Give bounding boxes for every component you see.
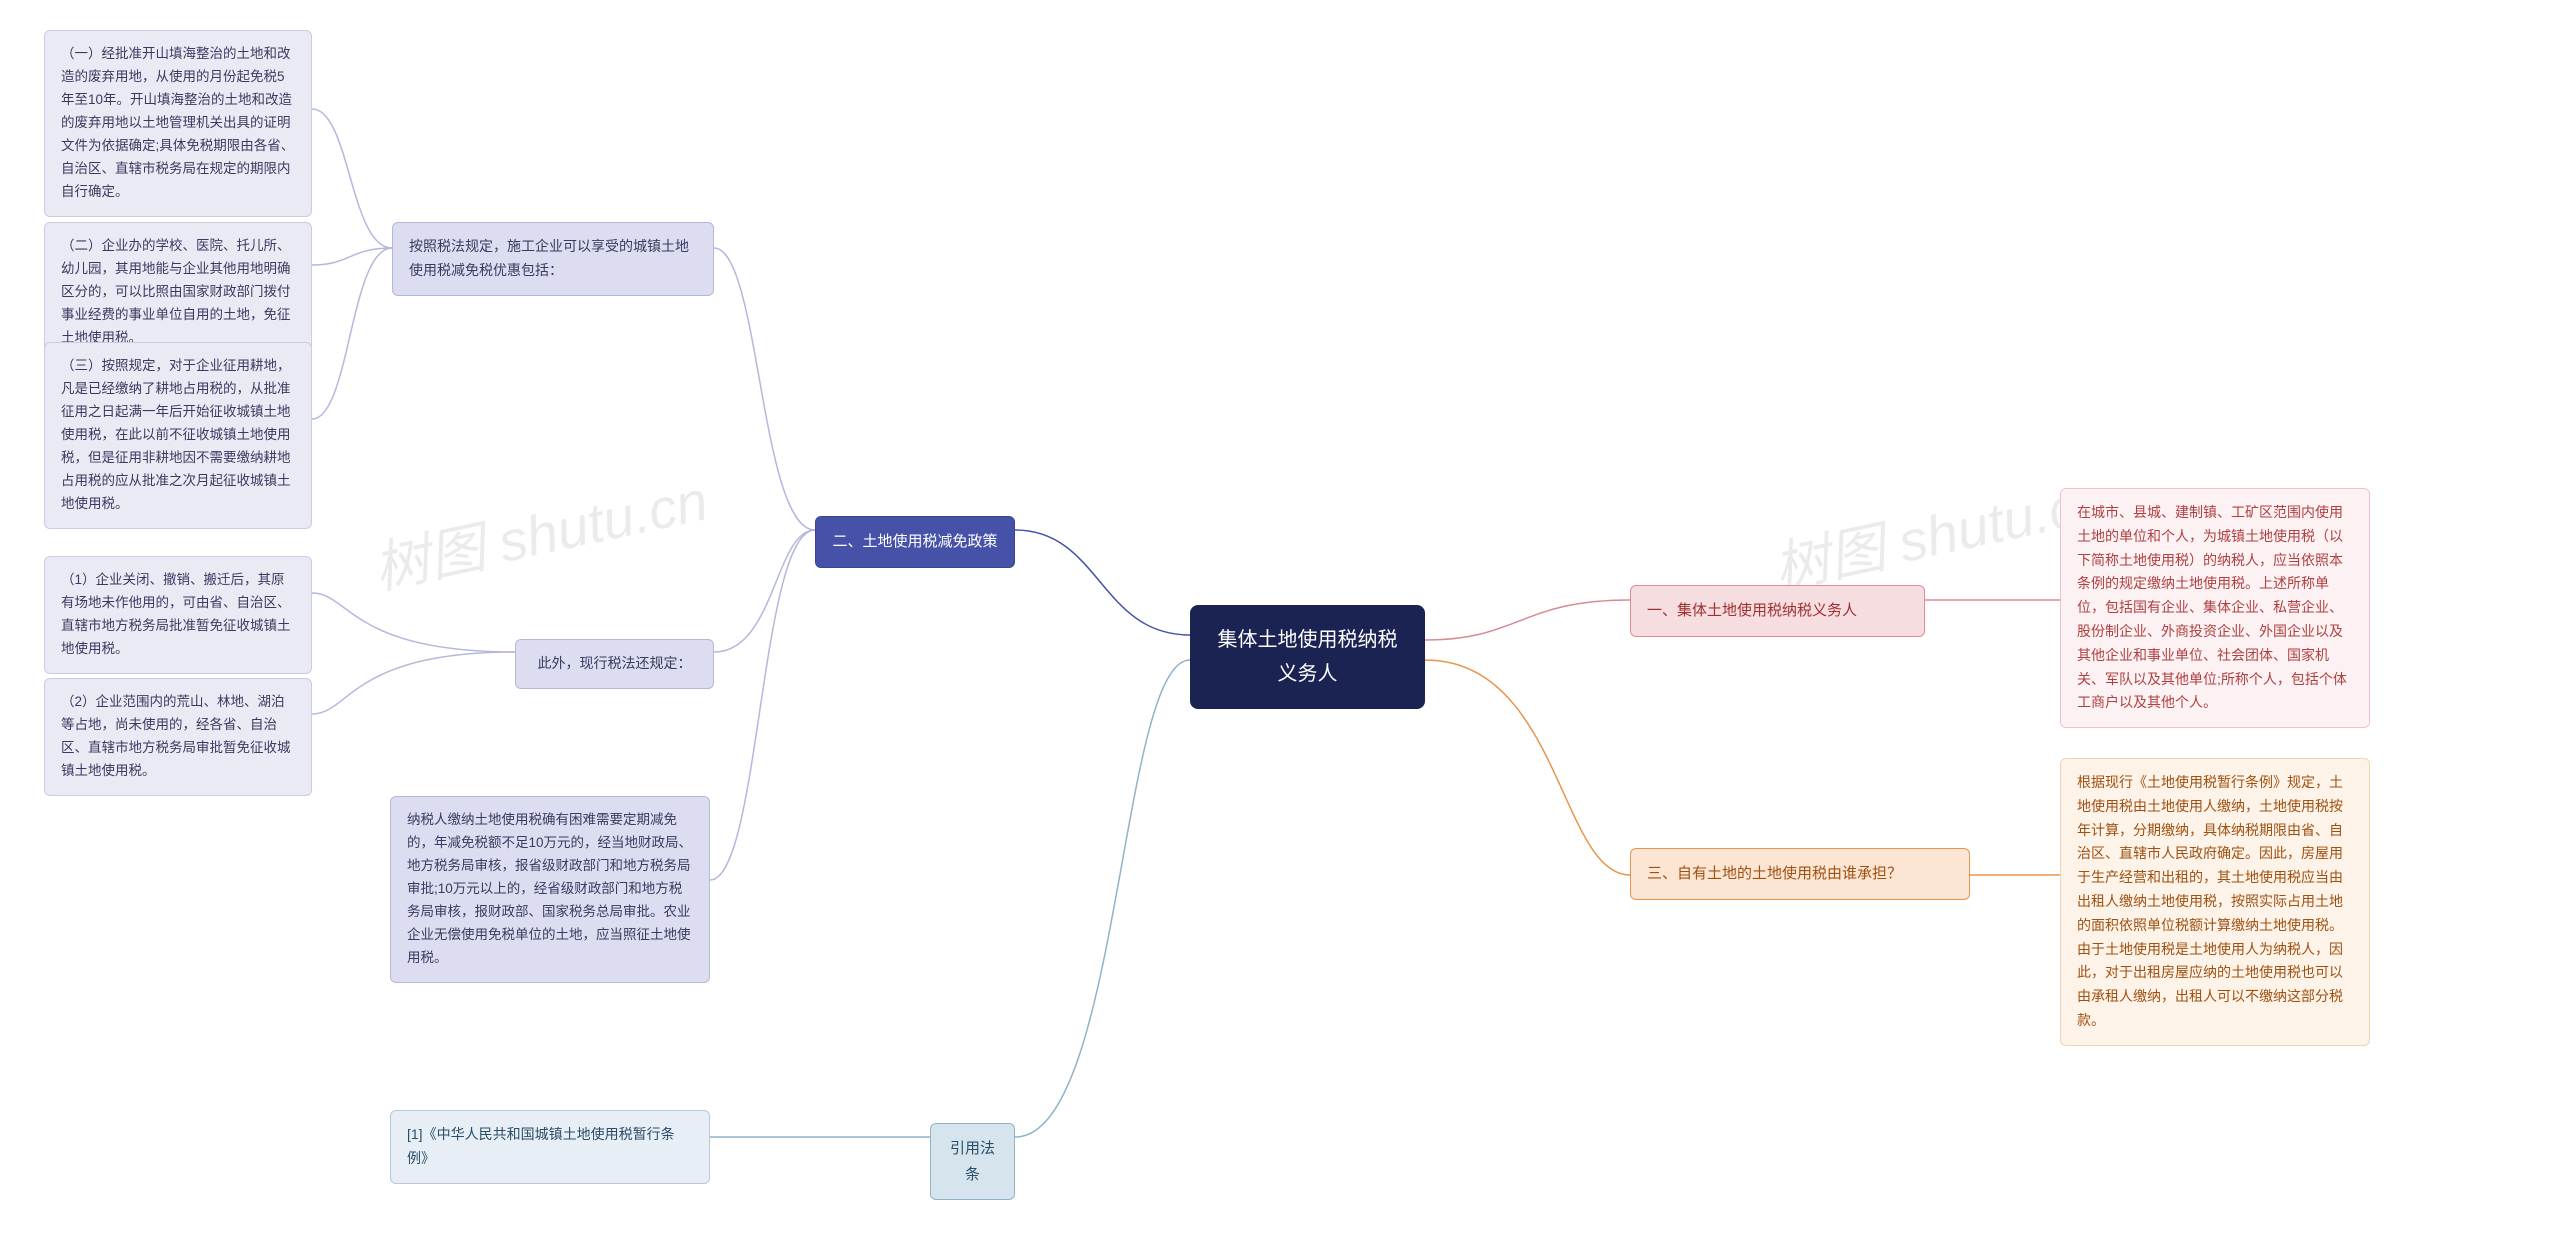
branch-2-sub1: 按照税法规定，施工企业可以享受的城镇土地使用税减免税优惠包括： bbox=[392, 222, 714, 296]
branch-1-detail: 在城市、县城、建制镇、工矿区范围内使用土地的单位和个人，为城镇土地使用税（以下简… bbox=[2060, 488, 2370, 728]
branch-ref-detail: [1]《中华人民共和国城镇土地使用税暂行条例》 bbox=[390, 1110, 710, 1184]
branch-ref: 引用法条 bbox=[930, 1123, 1015, 1200]
branch-3: 三、自有土地的土地使用税由谁承担？ bbox=[1630, 848, 1970, 900]
branch-1: 一、集体土地使用税纳税义务人 bbox=[1630, 585, 1925, 637]
root-node: 集体土地使用税纳税义务人 bbox=[1190, 605, 1425, 709]
branch-2-sub2-item-a: （1）企业关闭、撤销、搬迁后，其原有场地未作他用的，可由省、自治区、直辖市地方税… bbox=[44, 556, 312, 674]
branch-3-detail: 根据现行《土地使用税暂行条例》规定，土地使用税由土地使用人缴纳，土地使用税按年计… bbox=[2060, 758, 2370, 1046]
branch-2: 二、土地使用税减免政策 bbox=[815, 516, 1015, 568]
branch-2-sub2-item-b: （2）企业范围内的荒山、林地、湖泊等占地，尚未使用的，经各省、自治区、直辖市地方… bbox=[44, 678, 312, 796]
branch-2-sub2: 此外，现行税法还规定： bbox=[515, 639, 714, 689]
watermark: 树图 shutu.cn bbox=[365, 456, 714, 606]
branch-2-sub1-item-c: （三）按照规定，对于企业征用耕地，凡是已经缴纳了耕地占用税的，从批准征用之日起满… bbox=[44, 342, 312, 529]
branch-2-sub3: 纳税人缴纳土地使用税确有困难需要定期减免的，年减免税额不足10万元的，经当地财政… bbox=[390, 796, 710, 983]
branch-2-sub1-item-a: （一）经批准开山填海整治的土地和改造的废弃用地，从使用的月份起免税5年至10年。… bbox=[44, 30, 312, 217]
